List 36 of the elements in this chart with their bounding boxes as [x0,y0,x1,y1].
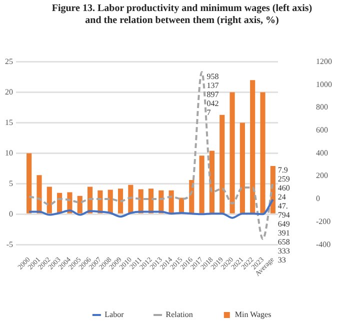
legend-label: Relation [166,310,193,320]
bar [250,80,256,214]
y2-tick-label: -400 [316,240,331,249]
bar [46,186,52,214]
bar [77,196,82,214]
bar [220,114,225,214]
annotation: 7.9 259 460 24 [278,166,290,202]
line-series [28,198,274,219]
legend-label: Labor [104,310,124,320]
y2-tick-label: 0 [316,194,320,204]
annotation: 958 137 897 042 7 [206,72,219,117]
bar [230,92,235,214]
y-tick-label: -5 [6,240,13,249]
y-tick-label: 5 [9,178,13,188]
y-tick-label: 20 [5,87,13,96]
legend-label: Min Wages [234,310,272,320]
y2-tick-label: -200 [316,216,331,226]
y-tick-label: 25 [5,56,13,66]
y2-tick-label: 600 [316,125,328,134]
y2-tick-label: 1200 [316,56,332,66]
y-tick-label: 0 [9,209,13,218]
bar [240,122,245,214]
annotation: 47. 794 [278,202,290,220]
y-tick-label: 15 [5,118,13,127]
bar [260,92,266,214]
y-tick-label: 10 [5,148,13,158]
chart-title: Figure 13. Labor productivity and minimum wages (left axis) and the relation between them (right axis, %) [50,3,314,27]
bar [118,188,124,214]
y2-tick-label: 1000 [316,80,332,89]
y2-tick-label: 400 [316,148,328,158]
y2-tick-label: 200 [316,171,328,180]
y2-tick-label: 800 [316,102,328,112]
bar [26,153,32,214]
bar [199,156,204,214]
annotation: 649 391 658 333 33 [278,220,290,265]
line-series [28,71,274,240]
